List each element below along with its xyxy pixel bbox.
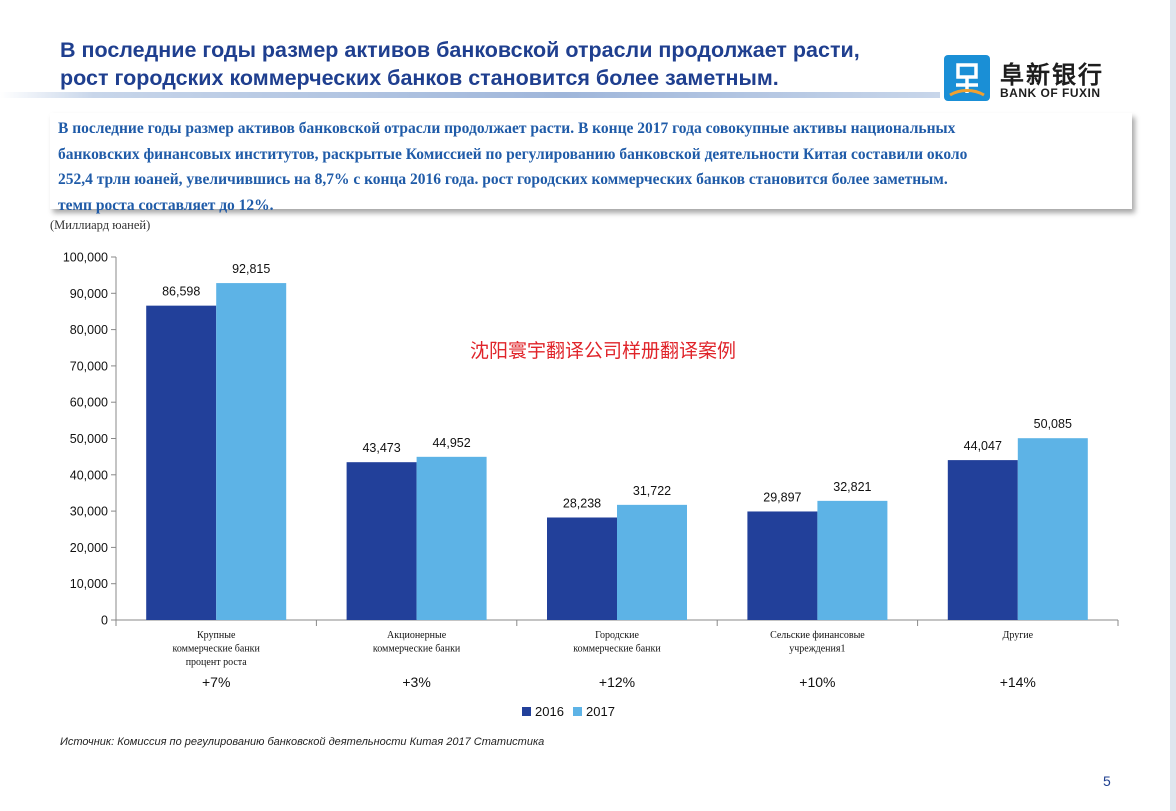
y-tick-label: 50,000 bbox=[70, 432, 108, 446]
growth-label-1: +7% bbox=[202, 674, 230, 690]
data-label-2017-1: 92,815 bbox=[232, 262, 270, 276]
summary-line-3: 252,4 трлн юаней, увеличившись на 8,7% с… bbox=[58, 171, 948, 188]
data-label-2016-3: 28,238 bbox=[563, 496, 601, 510]
summary-text: В последние годы размер активов банковск… bbox=[58, 116, 1133, 218]
summary-line-2: банковских финансовых институтов, раскры… bbox=[58, 145, 968, 163]
category-label-1: Крупные bbox=[197, 630, 236, 641]
category-label-3: Городские bbox=[595, 630, 639, 641]
data-label-2017-4: 32,821 bbox=[833, 480, 871, 494]
y-tick-label: 20,000 bbox=[70, 541, 108, 555]
legend-label-2016: 2016 bbox=[535, 704, 564, 719]
bar-2016-5 bbox=[947, 460, 1018, 620]
bar-2016-2 bbox=[346, 462, 417, 620]
summary-box: В последние годы размер активов банковск… bbox=[50, 113, 1132, 214]
y-tick-label: 60,000 bbox=[70, 396, 108, 410]
bar-2017-5 bbox=[1017, 438, 1088, 620]
y-axis-units-label: (Миллиард юаней) bbox=[50, 218, 151, 232]
growth-label-5: +14% bbox=[1000, 674, 1036, 690]
bank-logo-icon bbox=[944, 55, 990, 101]
data-label-2017-5: 50,085 bbox=[1034, 417, 1072, 431]
page-number: 5 bbox=[1103, 773, 1111, 789]
growth-label-4: +10% bbox=[799, 674, 835, 690]
y-tick-label: 30,000 bbox=[70, 505, 108, 519]
category-label-2: коммерческие банки bbox=[373, 644, 461, 655]
y-tick-label: 100,000 bbox=[63, 251, 108, 265]
slide-title-line-1: В последние годы размер активов банковск… bbox=[60, 38, 860, 62]
summary-line-1: В последние годы размер активов банковск… bbox=[58, 120, 956, 137]
slide-title-line-2: рост городских коммерческих банков стано… bbox=[60, 66, 779, 90]
y-tick-label: 90,000 bbox=[70, 287, 108, 301]
legend-swatch-2016 bbox=[522, 707, 531, 716]
y-tick-label: 80,000 bbox=[70, 323, 108, 337]
data-label-2016-5: 44,047 bbox=[964, 439, 1002, 453]
bank-logo-chinese-name: 阜新银行 bbox=[1000, 61, 1104, 89]
legend-label-2017: 2017 bbox=[586, 704, 615, 719]
data-label-2017-3: 31,722 bbox=[633, 484, 671, 498]
bar-2016-3 bbox=[547, 517, 617, 620]
bar-2016-1 bbox=[146, 305, 217, 620]
bar-2017-1 bbox=[216, 283, 287, 620]
y-tick-label: 0 bbox=[101, 614, 108, 628]
bar-2017-4 bbox=[817, 500, 888, 620]
data-label-2017-2: 44,952 bbox=[432, 436, 470, 450]
data-label-2016-4: 29,897 bbox=[763, 490, 801, 504]
category-label-1: процент роста bbox=[186, 657, 248, 668]
bar-2017-3 bbox=[617, 504, 687, 620]
category-label-1: коммерческие банки bbox=[172, 644, 260, 655]
summary-line-4: темп роста составляет до 12%. bbox=[58, 196, 274, 214]
y-tick-label: 40,000 bbox=[70, 468, 108, 482]
source-note: Источник: Комиссия по регулированию банк… bbox=[60, 736, 545, 748]
data-label-2016-1: 86,598 bbox=[162, 285, 200, 299]
data-label-2016-2: 43,473 bbox=[362, 441, 400, 455]
category-label-4: учреждения1 bbox=[789, 644, 845, 655]
slide-title: В последние годы размер активов банковск… bbox=[60, 36, 960, 92]
category-label-5: Другие bbox=[1003, 630, 1034, 641]
bank-logo: 阜新银行 BANK OF FUXIN bbox=[944, 55, 1124, 101]
legend-swatch-2017 bbox=[573, 707, 582, 716]
category-label-2: Акционерные bbox=[387, 630, 447, 641]
bar-2016-4 bbox=[747, 511, 818, 620]
title-underline bbox=[0, 92, 940, 98]
y-tick-label: 10,000 bbox=[70, 577, 108, 591]
category-label-4: Сельские финансовые bbox=[770, 630, 865, 641]
category-label-3: коммерческие банки bbox=[573, 644, 661, 655]
slide-right-edge bbox=[1170, 0, 1176, 811]
y-tick-label: 70,000 bbox=[70, 359, 108, 373]
watermark-text: 沈阳寰宇翻译公司样册翻译案例 bbox=[470, 340, 737, 362]
growth-label-3: +12% bbox=[599, 674, 635, 690]
growth-label-2: +3% bbox=[402, 674, 430, 690]
bank-logo-english-name: BANK OF FUXIN bbox=[1000, 86, 1101, 100]
bar-2017-2 bbox=[416, 456, 487, 620]
